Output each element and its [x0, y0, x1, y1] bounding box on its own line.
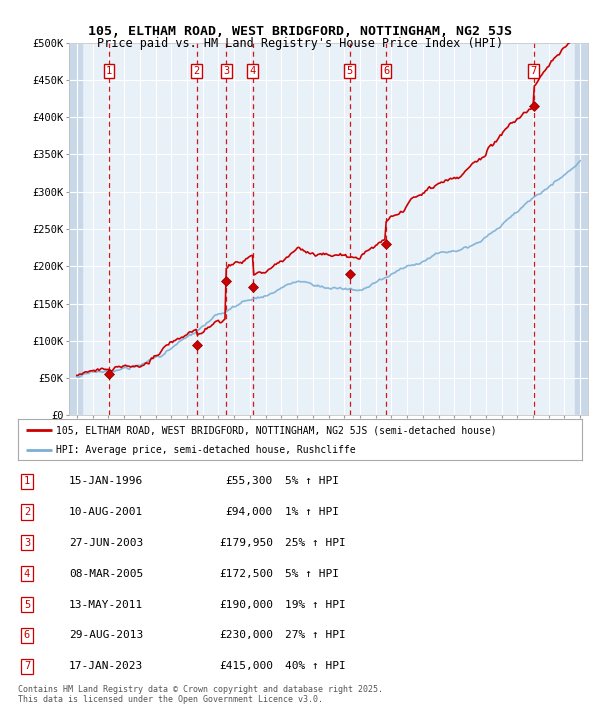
Text: 3: 3	[223, 66, 229, 76]
Text: This data is licensed under the Open Government Licence v3.0.: This data is licensed under the Open Gov…	[18, 695, 323, 704]
Text: 10-AUG-2001: 10-AUG-2001	[69, 507, 143, 517]
Text: 13-MAY-2011: 13-MAY-2011	[69, 599, 143, 609]
Text: 27% ↑ HPI: 27% ↑ HPI	[285, 630, 346, 640]
Text: 15-JAN-1996: 15-JAN-1996	[69, 476, 143, 486]
Text: 2: 2	[193, 66, 200, 76]
Text: 7: 7	[530, 66, 537, 76]
Text: 3: 3	[24, 538, 30, 548]
Text: 27-JUN-2003: 27-JUN-2003	[69, 538, 143, 548]
Text: Contains HM Land Registry data © Crown copyright and database right 2025.: Contains HM Land Registry data © Crown c…	[18, 685, 383, 694]
Text: £55,300: £55,300	[226, 476, 273, 486]
Text: 5% ↑ HPI: 5% ↑ HPI	[285, 569, 339, 579]
Text: 4: 4	[250, 66, 256, 76]
Bar	[575, 43, 588, 415]
Text: 25% ↑ HPI: 25% ↑ HPI	[285, 538, 346, 548]
Text: £94,000: £94,000	[226, 507, 273, 517]
Text: £415,000: £415,000	[219, 661, 273, 671]
Text: 1: 1	[24, 476, 30, 486]
Text: 29-AUG-2013: 29-AUG-2013	[69, 630, 143, 640]
Text: Price paid vs. HM Land Registry's House Price Index (HPI): Price paid vs. HM Land Registry's House …	[97, 37, 503, 50]
Text: £172,500: £172,500	[219, 569, 273, 579]
Text: 5: 5	[347, 66, 353, 76]
Text: 105, ELTHAM ROAD, WEST BRIDGFORD, NOTTINGHAM, NG2 5JS: 105, ELTHAM ROAD, WEST BRIDGFORD, NOTTIN…	[88, 25, 512, 38]
Text: 5: 5	[24, 599, 30, 609]
Text: HPI: Average price, semi-detached house, Rushcliffe: HPI: Average price, semi-detached house,…	[56, 444, 356, 455]
Text: 17-JAN-2023: 17-JAN-2023	[69, 661, 143, 671]
Text: £190,000: £190,000	[219, 599, 273, 609]
Text: 7: 7	[24, 661, 30, 671]
Bar	[69, 43, 82, 415]
Text: £230,000: £230,000	[219, 630, 273, 640]
Text: 40% ↑ HPI: 40% ↑ HPI	[285, 661, 346, 671]
Text: 5% ↑ HPI: 5% ↑ HPI	[285, 476, 339, 486]
Text: 1% ↑ HPI: 1% ↑ HPI	[285, 507, 339, 517]
Text: 6: 6	[24, 630, 30, 640]
Text: £179,950: £179,950	[219, 538, 273, 548]
Text: 6: 6	[383, 66, 389, 76]
Text: 1: 1	[106, 66, 112, 76]
Text: 19% ↑ HPI: 19% ↑ HPI	[285, 599, 346, 609]
Text: 2: 2	[24, 507, 30, 517]
Text: 105, ELTHAM ROAD, WEST BRIDGFORD, NOTTINGHAM, NG2 5JS (semi-detached house): 105, ELTHAM ROAD, WEST BRIDGFORD, NOTTIN…	[56, 425, 497, 435]
Text: 08-MAR-2005: 08-MAR-2005	[69, 569, 143, 579]
Text: 4: 4	[24, 569, 30, 579]
